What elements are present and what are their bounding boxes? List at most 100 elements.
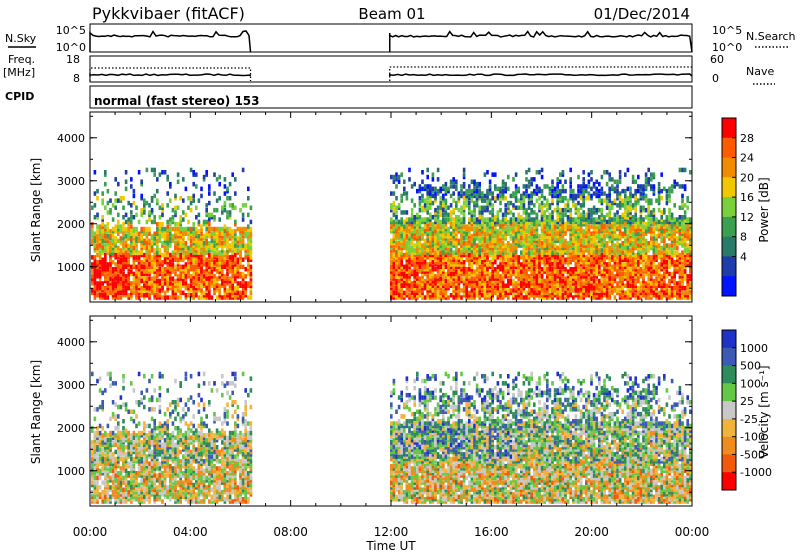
data-cell (512, 262, 515, 267)
data-cell (403, 272, 406, 277)
data-cell (125, 250, 128, 255)
data-cell (614, 295, 617, 300)
data-cell (153, 215, 156, 220)
data-cell (588, 191, 591, 196)
data-cell (390, 239, 393, 244)
data-cell (567, 269, 570, 274)
data-cell (580, 267, 583, 272)
data-cell (411, 208, 414, 213)
data-cell (395, 215, 398, 220)
data-cell (585, 286, 588, 291)
data-cell (567, 279, 570, 284)
data-cell (520, 241, 523, 246)
data-cell (569, 184, 572, 189)
data-cell (567, 224, 570, 229)
data-cell (208, 260, 211, 265)
data-cell (130, 184, 133, 189)
data-cell (130, 265, 133, 270)
data-cell (133, 281, 136, 286)
data-cell (395, 279, 398, 284)
data-cell (177, 295, 180, 300)
data-cell (107, 189, 110, 194)
data-cell (491, 172, 494, 177)
data-cell (577, 276, 580, 281)
data-cell (442, 267, 445, 272)
data-cell (403, 191, 406, 196)
data-cell (122, 236, 125, 241)
data-cell (156, 293, 159, 298)
data-cell (549, 224, 552, 229)
data-cell (546, 239, 549, 244)
data-cell (234, 243, 237, 248)
data-cell (138, 236, 141, 241)
data-cell (515, 189, 518, 194)
data-cell (569, 284, 572, 289)
data-cell (562, 234, 565, 239)
data-cell (413, 236, 416, 241)
data-cell (411, 213, 414, 218)
data-cell (575, 286, 578, 291)
data-cell (125, 227, 128, 232)
data-cell (164, 291, 167, 296)
data-cell (460, 276, 463, 281)
data-cell (517, 255, 520, 260)
data-cell (403, 220, 406, 225)
data-cell (426, 217, 429, 222)
data-cell (114, 191, 117, 196)
data-cell (606, 229, 609, 234)
data-cell (450, 232, 453, 237)
data-cell (619, 170, 622, 175)
data-cell (491, 269, 494, 274)
nave-tick-top: 60 (710, 53, 724, 66)
data-cell (468, 291, 471, 296)
data-cell (486, 222, 489, 227)
data-cell (489, 198, 492, 203)
data-cell (541, 194, 544, 199)
data-cell (473, 187, 476, 192)
data-cell (159, 279, 162, 284)
data-cell (200, 295, 203, 300)
data-cell (569, 208, 572, 213)
data-cell (419, 208, 422, 213)
data-cell (437, 291, 440, 296)
data-cell (611, 265, 614, 270)
data-cell (559, 189, 562, 194)
data-cell (577, 213, 580, 218)
data-cell (151, 168, 154, 173)
data-cell (629, 267, 632, 272)
data-cell (515, 172, 518, 177)
data-cell (481, 210, 484, 215)
data-cell (510, 279, 513, 284)
data-cell (107, 210, 110, 215)
data-cell (195, 215, 198, 220)
data-cell (421, 227, 424, 232)
data-cell (603, 243, 606, 248)
data-cell (538, 239, 541, 244)
data-cell (229, 276, 232, 281)
data-cell (463, 168, 466, 173)
data-cell (606, 170, 609, 175)
data-cell (476, 189, 479, 194)
data-cell (603, 248, 606, 253)
data-cell (497, 187, 500, 192)
data-cell (486, 201, 489, 206)
data-cell (577, 175, 580, 180)
data-cell (536, 286, 539, 291)
data-cell (559, 295, 562, 300)
data-cell (445, 217, 448, 222)
data-cell (429, 206, 432, 211)
data-cell (107, 234, 110, 239)
data-cell (213, 250, 216, 255)
data-cell (400, 293, 403, 298)
data-cell (499, 262, 502, 267)
data-cell (166, 276, 169, 281)
data-cell (104, 243, 107, 248)
data-cell (554, 224, 557, 229)
data-cell (177, 227, 180, 232)
data-cell (143, 284, 146, 289)
data-cell (421, 170, 424, 175)
data-cell (179, 265, 182, 270)
data-cell (138, 250, 141, 255)
data-cell (471, 198, 474, 203)
data-cell (486, 206, 489, 211)
